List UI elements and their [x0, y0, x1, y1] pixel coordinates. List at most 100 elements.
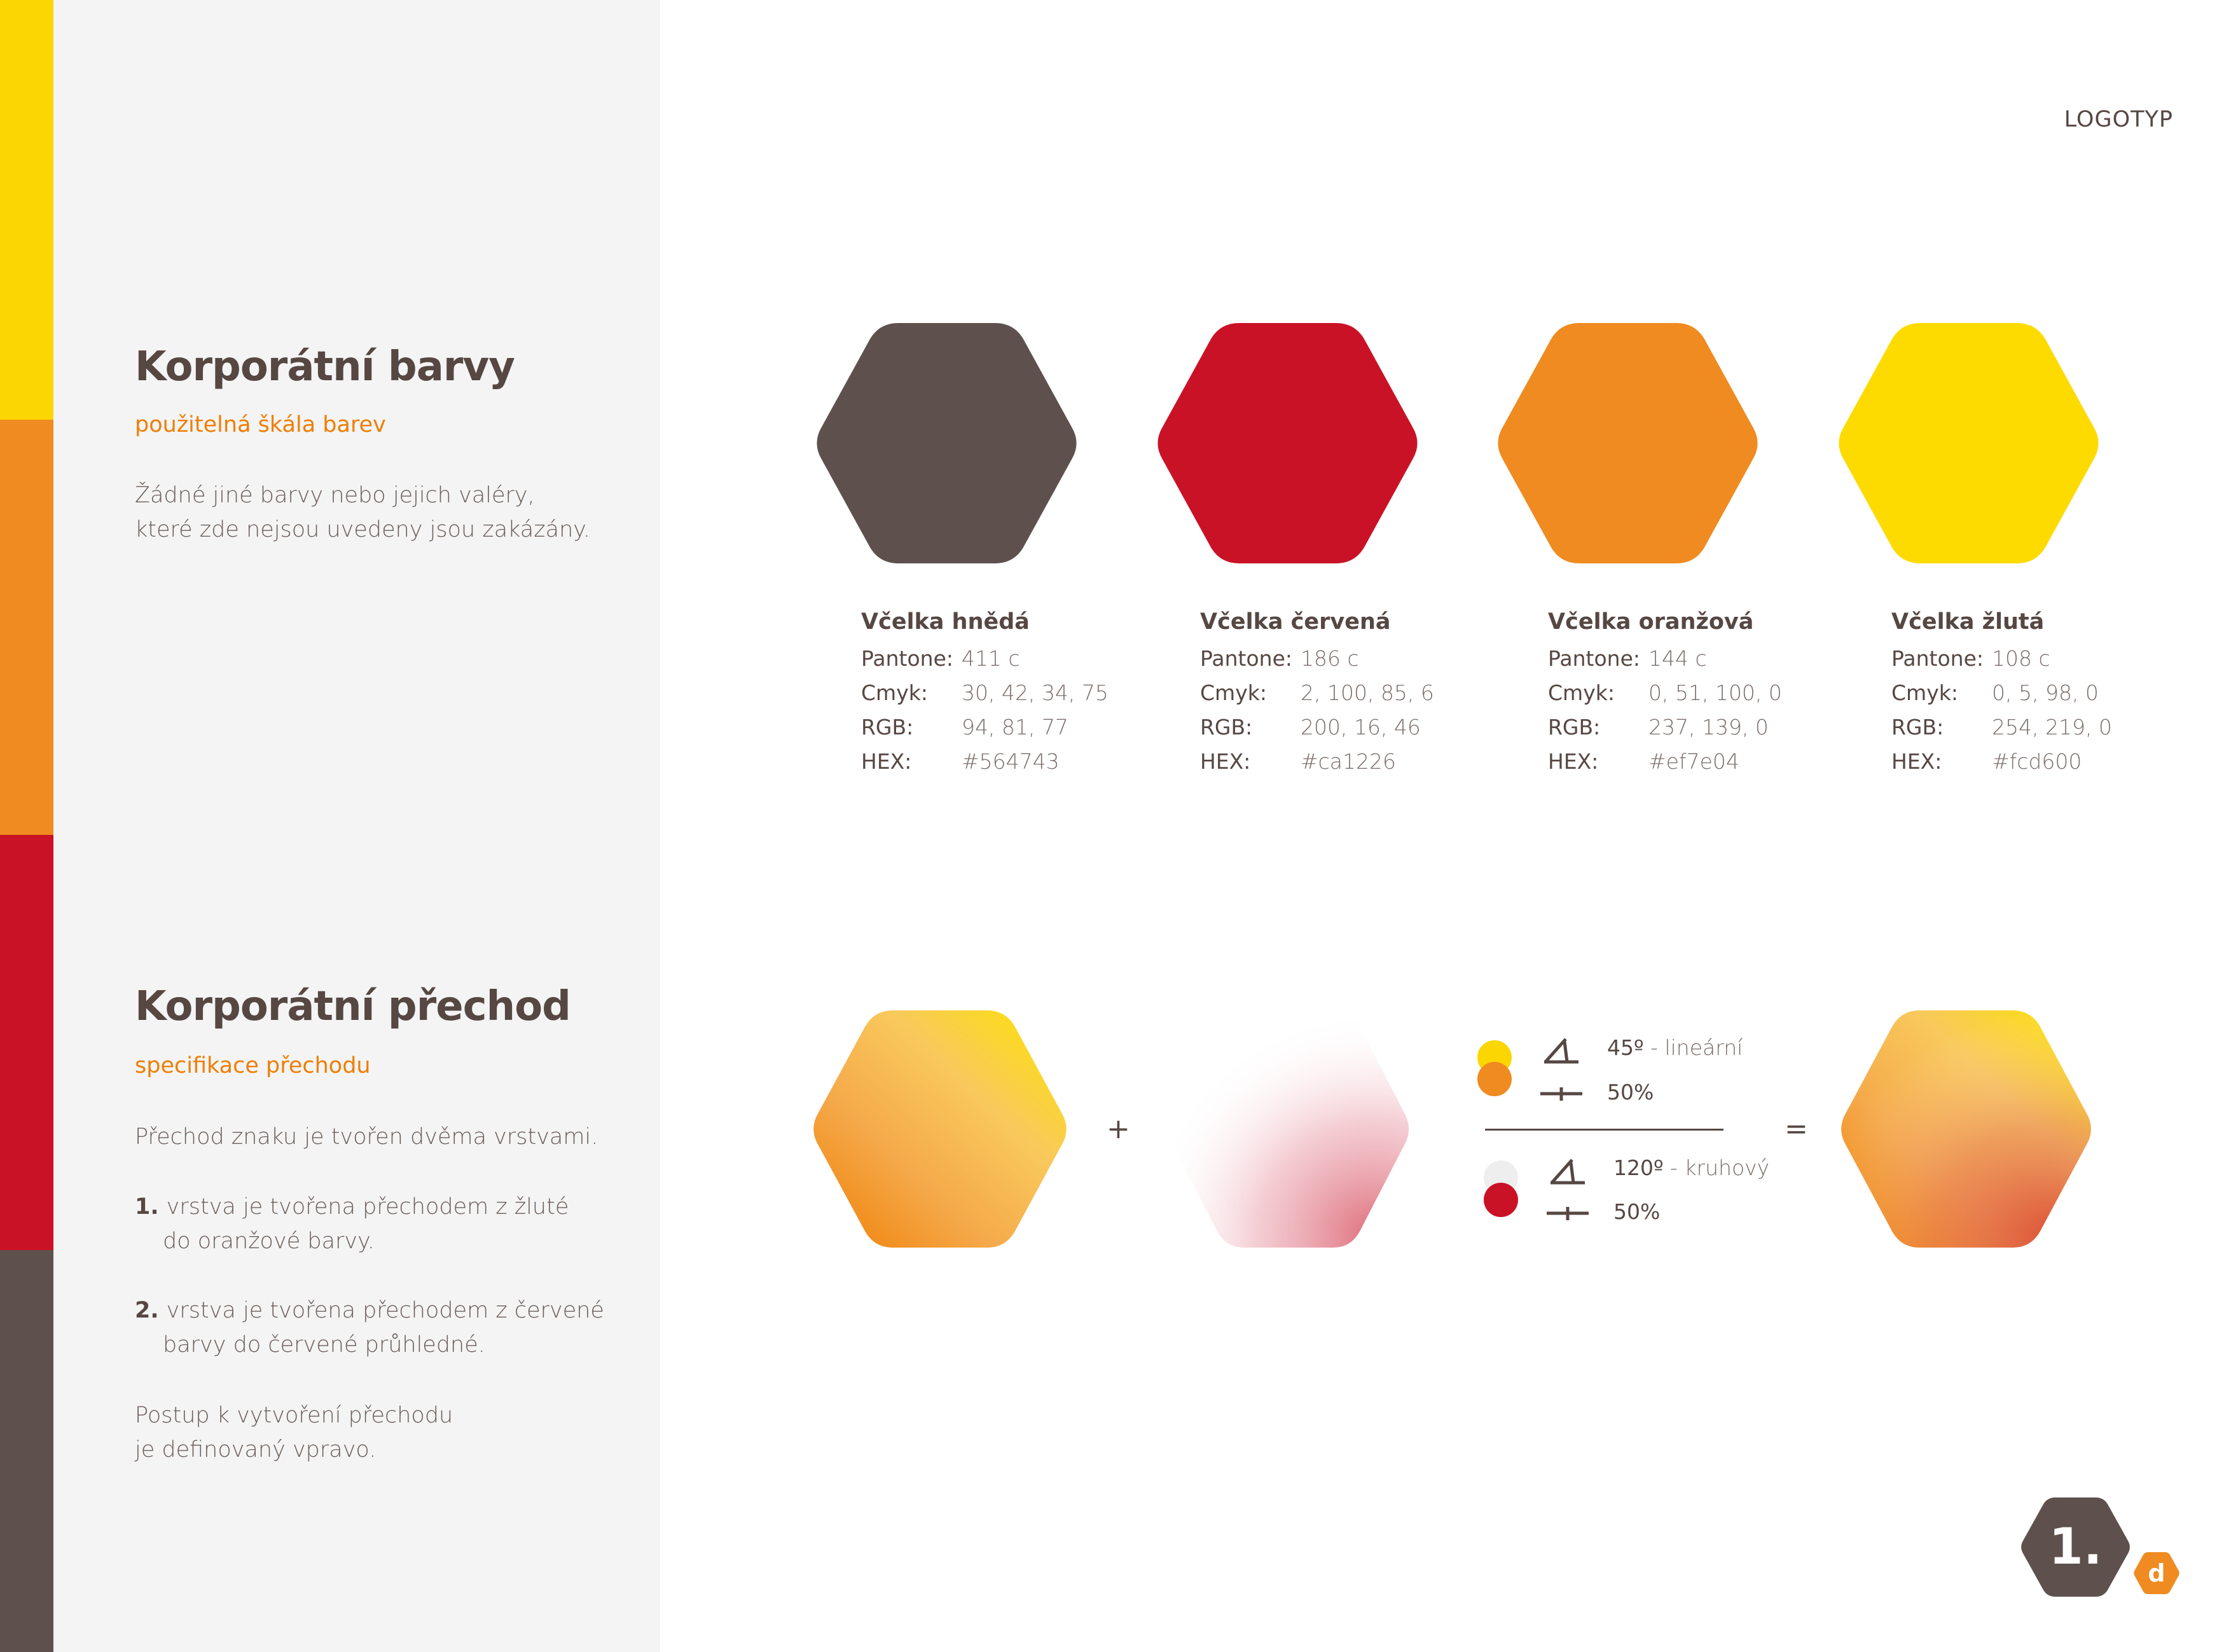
color-strip-yellow	[0, 0, 53, 420]
page-number: 1.	[2048, 1518, 2103, 1576]
spec-value: 254, 219, 0	[1992, 715, 2112, 740]
layer2-angle: 120º - kruhový	[1613, 1155, 1770, 1180]
equals-sign: =	[1785, 1113, 1808, 1145]
layer1-angle: 45º - lineární	[1607, 1035, 1743, 1060]
spec-value: 0, 51, 100, 0	[1648, 680, 1782, 705]
gradient-intro: Přechod znaku je tvořen dvěma vrstvami.	[135, 1124, 598, 1150]
spec-value: #fcd600	[1992, 749, 2082, 774]
legend-color-red	[1484, 1183, 1518, 1217]
spec-label: Cmyk:	[861, 680, 928, 705]
spec-row-pantone: Pantone: 411 c	[861, 646, 1109, 680]
colors-description-line: které zde nejsou uvedeny jsou zakázány.	[135, 517, 591, 542]
legend-color-orange	[1477, 1062, 1512, 1096]
angle-icon	[1544, 1038, 1578, 1064]
colors-description: Žádné jiné barvy nebo jejich valéry, kte…	[135, 478, 590, 547]
spec-row-pantone: Pantone: 144 c	[1548, 646, 1782, 680]
spec-row-hex: HEX: #fcd600	[1891, 749, 2112, 783]
spec-label: RGB:	[861, 715, 914, 740]
gradient-outro: Postup k vytvoření přechodu je definovan…	[135, 1398, 453, 1467]
spec-label: Pantone:	[1548, 646, 1641, 671]
spec-row-hex: HEX: #564743	[861, 749, 1109, 783]
gradient-title: Korporátní přechod	[135, 983, 571, 1030]
spec-value: 94, 81, 77	[962, 715, 1068, 740]
spec-label: Pantone:	[861, 646, 954, 671]
color-spec: Včelka žlutá Pantone: 108 c Cmyk: 0, 5, 98, …	[1891, 609, 2112, 783]
spec-label: RGB:	[1200, 715, 1253, 740]
step-number: 1.	[135, 1194, 159, 1220]
color-strip-red	[0, 835, 53, 1250]
spec-value: 0, 5, 98, 0	[1992, 680, 2099, 705]
gradient-step-2: 2. vrstva je tvořena přechodem z červené …	[135, 1293, 604, 1362]
outro-line: je definovaný vpravo.	[135, 1437, 376, 1463]
spec-value: #ef7e04	[1648, 749, 1739, 774]
section-label: LOGOTYP	[2064, 107, 2173, 132]
color-name: Včelka žlutá	[1891, 609, 2045, 635]
layer2-opacity: 50%	[1613, 1199, 1661, 1224]
chapter-letter: d	[2148, 1559, 2165, 1587]
spec-value: 2, 100, 85, 6	[1301, 680, 1434, 705]
color-swatch-hexagon	[1157, 323, 1418, 563]
colors-subtitle: použitelná škála barev	[135, 412, 386, 437]
layer1-opacity: 50%	[1607, 1080, 1654, 1105]
step-text: barvy do červené průhledné.	[163, 1332, 485, 1358]
step-text: vrstva je tvořena přechodem z žluté	[166, 1194, 569, 1220]
spec-value: 237, 139, 0	[1648, 715, 1769, 740]
color-swatch-hexagon	[1498, 323, 1758, 563]
spec-value: 30, 42, 34, 75	[962, 680, 1109, 705]
spec-label: HEX:	[1548, 749, 1599, 774]
spec-row-cmyk: Cmyk: 2, 100, 85, 6	[1200, 680, 1434, 715]
colors-title: Korporátní barvy	[135, 343, 515, 390]
step-text: do oranžové barvy.	[163, 1229, 375, 1254]
outro-line: Postup k vytvoření přechodu	[135, 1403, 453, 1428]
spec-label: Cmyk:	[1548, 680, 1615, 705]
spec-value: 108 c	[1992, 646, 2050, 671]
spec-row-rgb: RGB: 200, 16, 46	[1200, 715, 1434, 749]
spec-label: HEX:	[1200, 749, 1251, 774]
opacity-icon	[1540, 1087, 1582, 1101]
spec-row-pantone: Pantone: 108 c	[1891, 646, 2112, 680]
angle-icon	[1551, 1159, 1585, 1185]
color-swatch-hexagon	[817, 323, 1077, 563]
spec-value: 411 c	[962, 646, 1020, 671]
spec-label: HEX:	[861, 749, 912, 774]
spec-value: 200, 16, 46	[1301, 715, 1421, 740]
spec-label: Cmyk:	[1891, 680, 1958, 705]
spec-row-pantone: Pantone: 186 c	[1200, 646, 1434, 680]
step-text: vrstva je tvořena přechodem z červené	[166, 1298, 604, 1323]
opacity-icon	[1547, 1207, 1589, 1220]
spec-row-rgb: RGB: 94, 81, 77	[861, 715, 1109, 749]
colors-description-line: Žádné jiné barvy nebo jejich valéry,	[135, 483, 535, 508]
spec-value: 186 c	[1301, 646, 1359, 671]
gradient-layer-1-hexagon	[813, 1010, 1067, 1248]
spec-row-cmyk: Cmyk: 0, 5, 98, 0	[1891, 680, 2112, 715]
color-strip-brown	[0, 1250, 53, 1652]
spec-value: 144 c	[1648, 646, 1707, 671]
spec-label: RGB:	[1548, 715, 1601, 740]
color-strip-orange	[0, 420, 53, 835]
spec-label: Cmyk:	[1200, 680, 1267, 705]
gradient-layer-2-hexagon	[1168, 1010, 1409, 1248]
spec-label: RGB:	[1891, 715, 1944, 740]
spec-value: #564743	[962, 749, 1060, 774]
spec-value: #ca1226	[1301, 749, 1396, 774]
spec-label: HEX:	[1891, 749, 1942, 774]
step-number: 2.	[135, 1298, 159, 1323]
spec-row-rgb: RGB: 254, 219, 0	[1891, 715, 2112, 749]
color-spec: Včelka hnědá Pantone: 411 c Cmyk: 30, 42, 34…	[861, 609, 1109, 783]
spec-label: Pantone:	[1200, 646, 1293, 671]
spec-row-cmyk: Cmyk: 30, 42, 34, 75	[861, 680, 1109, 715]
color-spec: Včelka červená Pantone: 186 c Cmyk: 2, 100, …	[1200, 609, 1434, 783]
gradient-subtitle: specifikace přechodu	[135, 1053, 371, 1078]
gradient-step-1: 1. vrstva je tvořena přechodem z žluté do…	[135, 1190, 569, 1258]
spec-row-rgb: RGB: 237, 139, 0	[1548, 715, 1782, 749]
side-panel	[53, 0, 660, 1652]
plus-sign: +	[1107, 1113, 1130, 1145]
spec-label: Pantone:	[1891, 646, 1984, 671]
color-name: Včelka oranžová	[1548, 609, 1754, 635]
color-name: Včelka hnědá	[861, 609, 1030, 635]
color-name: Včelka červená	[1200, 609, 1391, 635]
color-spec: Včelka oranžová Pantone: 144 c Cmyk: 0, 51, …	[1548, 609, 1782, 783]
spec-row-hex: HEX: #ef7e04	[1548, 749, 1782, 783]
color-swatch-hexagon	[1839, 323, 2099, 563]
spec-row-hex: HEX: #ca1226	[1200, 749, 1434, 783]
